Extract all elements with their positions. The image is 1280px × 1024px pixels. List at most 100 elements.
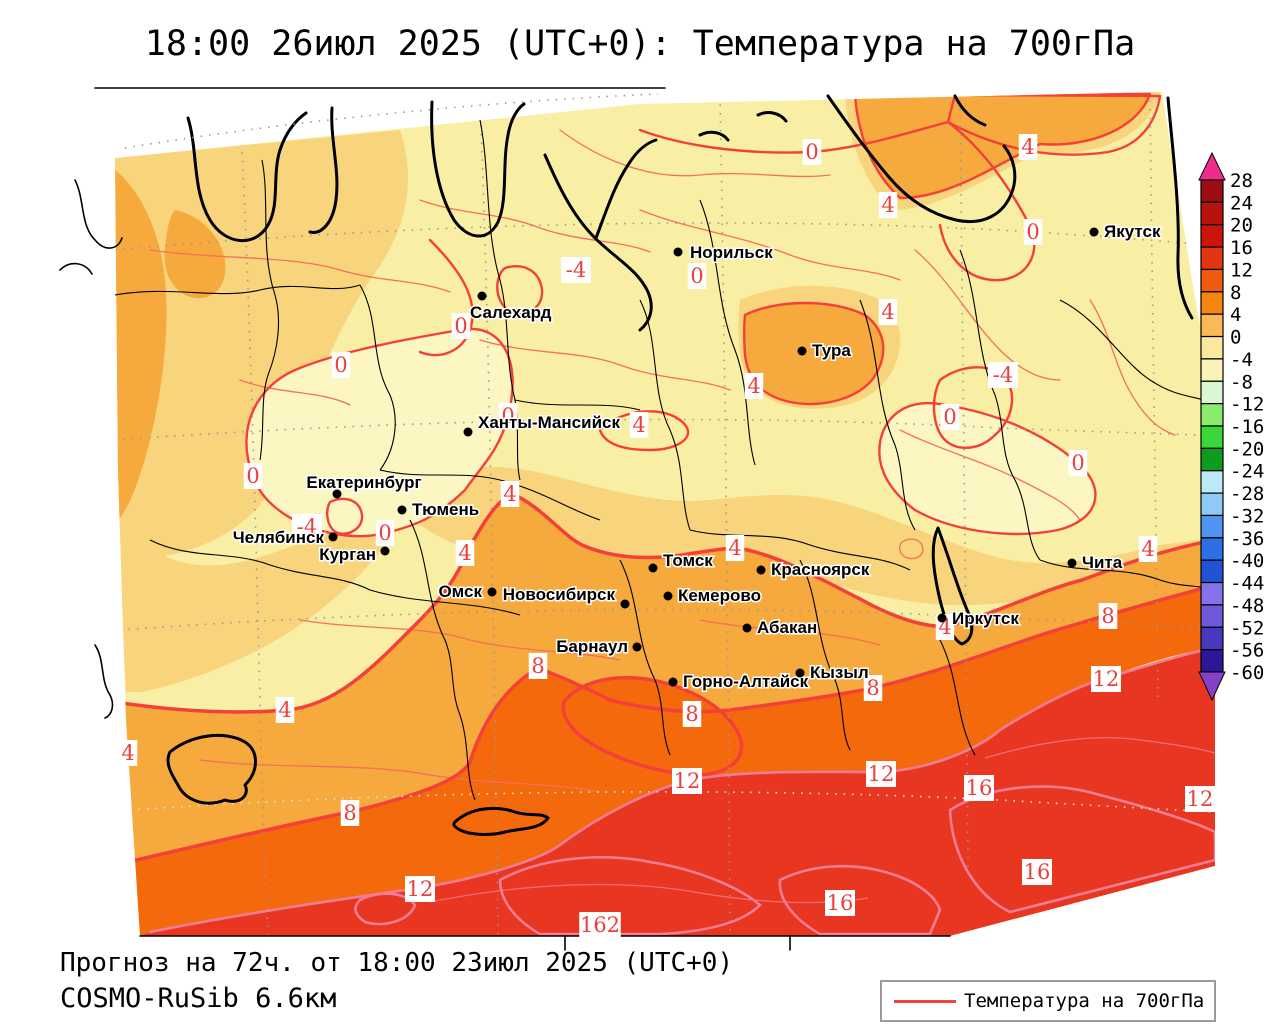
city-dot: [477, 291, 487, 301]
contour-label: 4: [881, 193, 894, 217]
city-label: Томск: [663, 551, 713, 570]
field-green-east-tura: [932, 366, 1014, 449]
city-dot: [648, 563, 658, 573]
contour-label-bg: [500, 481, 520, 507]
colorbar-cell: [1200, 537, 1224, 561]
colorbar: 2824201612840-4-8-12-16-20-24-28-32-36-4…: [1198, 151, 1264, 702]
contour-4-tura-loop: [743, 301, 885, 406]
colorbar-tick: -44: [1230, 573, 1264, 595]
field-green-salekhard: [496, 265, 544, 315]
contour-label: 0: [454, 314, 467, 338]
city-dot: [673, 247, 683, 257]
colorbar-cell: [1200, 604, 1224, 628]
contour-label-bg: [331, 352, 351, 378]
city-dot: [663, 591, 673, 601]
colorbar-tick: 4: [1230, 304, 1241, 326]
forecast-info: Прогноз на 72ч. от 18:00 23июл 2025 (UTC…: [60, 948, 734, 978]
contour-label-bg: [1185, 786, 1215, 812]
colorbar-cell: [1200, 291, 1224, 315]
city-dot: [328, 532, 338, 542]
colorbar-cell: [1200, 313, 1224, 338]
city-label: Барнаул: [556, 637, 628, 656]
contour-label-bg: [878, 299, 898, 325]
city-markers: Норильск Салехард Тура Якутск Ханты-Мансийск…: [231, 221, 1162, 693]
contour-label: 12: [407, 877, 434, 901]
contour-label: 4: [121, 741, 134, 765]
contour-label: 4: [747, 374, 760, 398]
contour-label-bg: [1023, 219, 1043, 245]
contour-label-bg: [866, 761, 896, 787]
city-dot: [756, 565, 766, 575]
colorbar-cell: [1200, 268, 1224, 293]
city-dot: [332, 489, 342, 499]
colorbar-tick: -28: [1230, 483, 1264, 505]
contour-label: 12: [1187, 787, 1214, 811]
contour-label-bg: [1098, 603, 1118, 629]
colorbar-arrow-up: [1198, 151, 1226, 181]
contour-label-bg: [451, 313, 471, 339]
city-label: Кемерово: [678, 586, 761, 605]
contour-label-bg: [118, 740, 138, 766]
city-label: Абакан: [757, 618, 817, 637]
contour-label-bg: [1091, 666, 1121, 692]
field-pale-pocket-east: [879, 403, 1096, 534]
colorbar-tick: 16: [1230, 237, 1253, 259]
contour-label-bg: [561, 257, 591, 283]
city-dot: [742, 623, 752, 633]
contour-label-bg: [1022, 859, 1052, 885]
city-label: Екатеринбург: [306, 473, 421, 492]
contour-label: 0: [805, 140, 818, 164]
contour-label-bg: [863, 675, 883, 701]
contour-label: 12: [1093, 667, 1120, 691]
field-pale-pocket-ekaterinburg: [246, 328, 513, 537]
contour-label: 8: [531, 654, 544, 678]
colorbar-cell: [1200, 470, 1224, 494]
field-orange-tura-pocket: [744, 302, 884, 404]
legend-line-sample: [894, 999, 956, 1003]
city-label: Тюмень: [412, 500, 479, 519]
temperature-field: [115, 92, 1215, 936]
contour-label: 4: [458, 541, 471, 565]
lake-southwest: [166, 733, 257, 805]
field-dark-red-center-right: [778, 864, 942, 936]
contour-label: 4: [632, 413, 645, 437]
contour-label-bg: [682, 701, 702, 727]
contour-label: 0: [246, 464, 259, 488]
colorbar-cell: [1200, 514, 1224, 539]
colorbar-tick: -20: [1230, 438, 1264, 460]
contour-label-bg: [340, 800, 360, 826]
contour-label-bg: [744, 373, 764, 399]
colorbar-tick: 24: [1230, 192, 1253, 214]
contour-0-west-pocket: [245, 327, 514, 538]
field-green-top-strip: [946, 93, 1162, 156]
colorbar-tick: -36: [1230, 528, 1264, 550]
city-label: Салехард: [470, 303, 552, 322]
city-dot: [668, 677, 678, 687]
contour-label-bg: [455, 540, 475, 566]
colorbar-tick: 28: [1230, 170, 1253, 192]
colorbar-cell: [1200, 224, 1224, 248]
graticule: [115, 92, 1215, 936]
colorbar-cell: [1200, 492, 1224, 517]
city-dot: [632, 642, 642, 652]
contour-label: 4: [1141, 537, 1154, 561]
contour-label: 0: [690, 264, 703, 288]
colorbar-tick: -32: [1230, 505, 1264, 527]
colorbar-tick: -52: [1230, 617, 1264, 639]
contour-label-bg: [825, 890, 855, 916]
contour-4-south: [115, 492, 1215, 714]
model-info: COSMO-RuSib 6.6км: [60, 983, 337, 1014]
contour-label-bg: [687, 263, 707, 289]
colorbar-cell: [1200, 246, 1224, 271]
colorbar-cell: [1200, 425, 1224, 449]
colorbar-tick: -4: [1230, 349, 1253, 371]
contour-label-bg: [878, 192, 898, 218]
city-dot: [937, 613, 947, 623]
contour-label-bg: [964, 775, 994, 801]
contour-label: 4: [728, 536, 741, 560]
lake-south-center: [452, 806, 550, 836]
city-dot: [1089, 227, 1099, 237]
contour-label: 8: [1101, 604, 1114, 628]
colorbar-cell: [1200, 358, 1224, 382]
